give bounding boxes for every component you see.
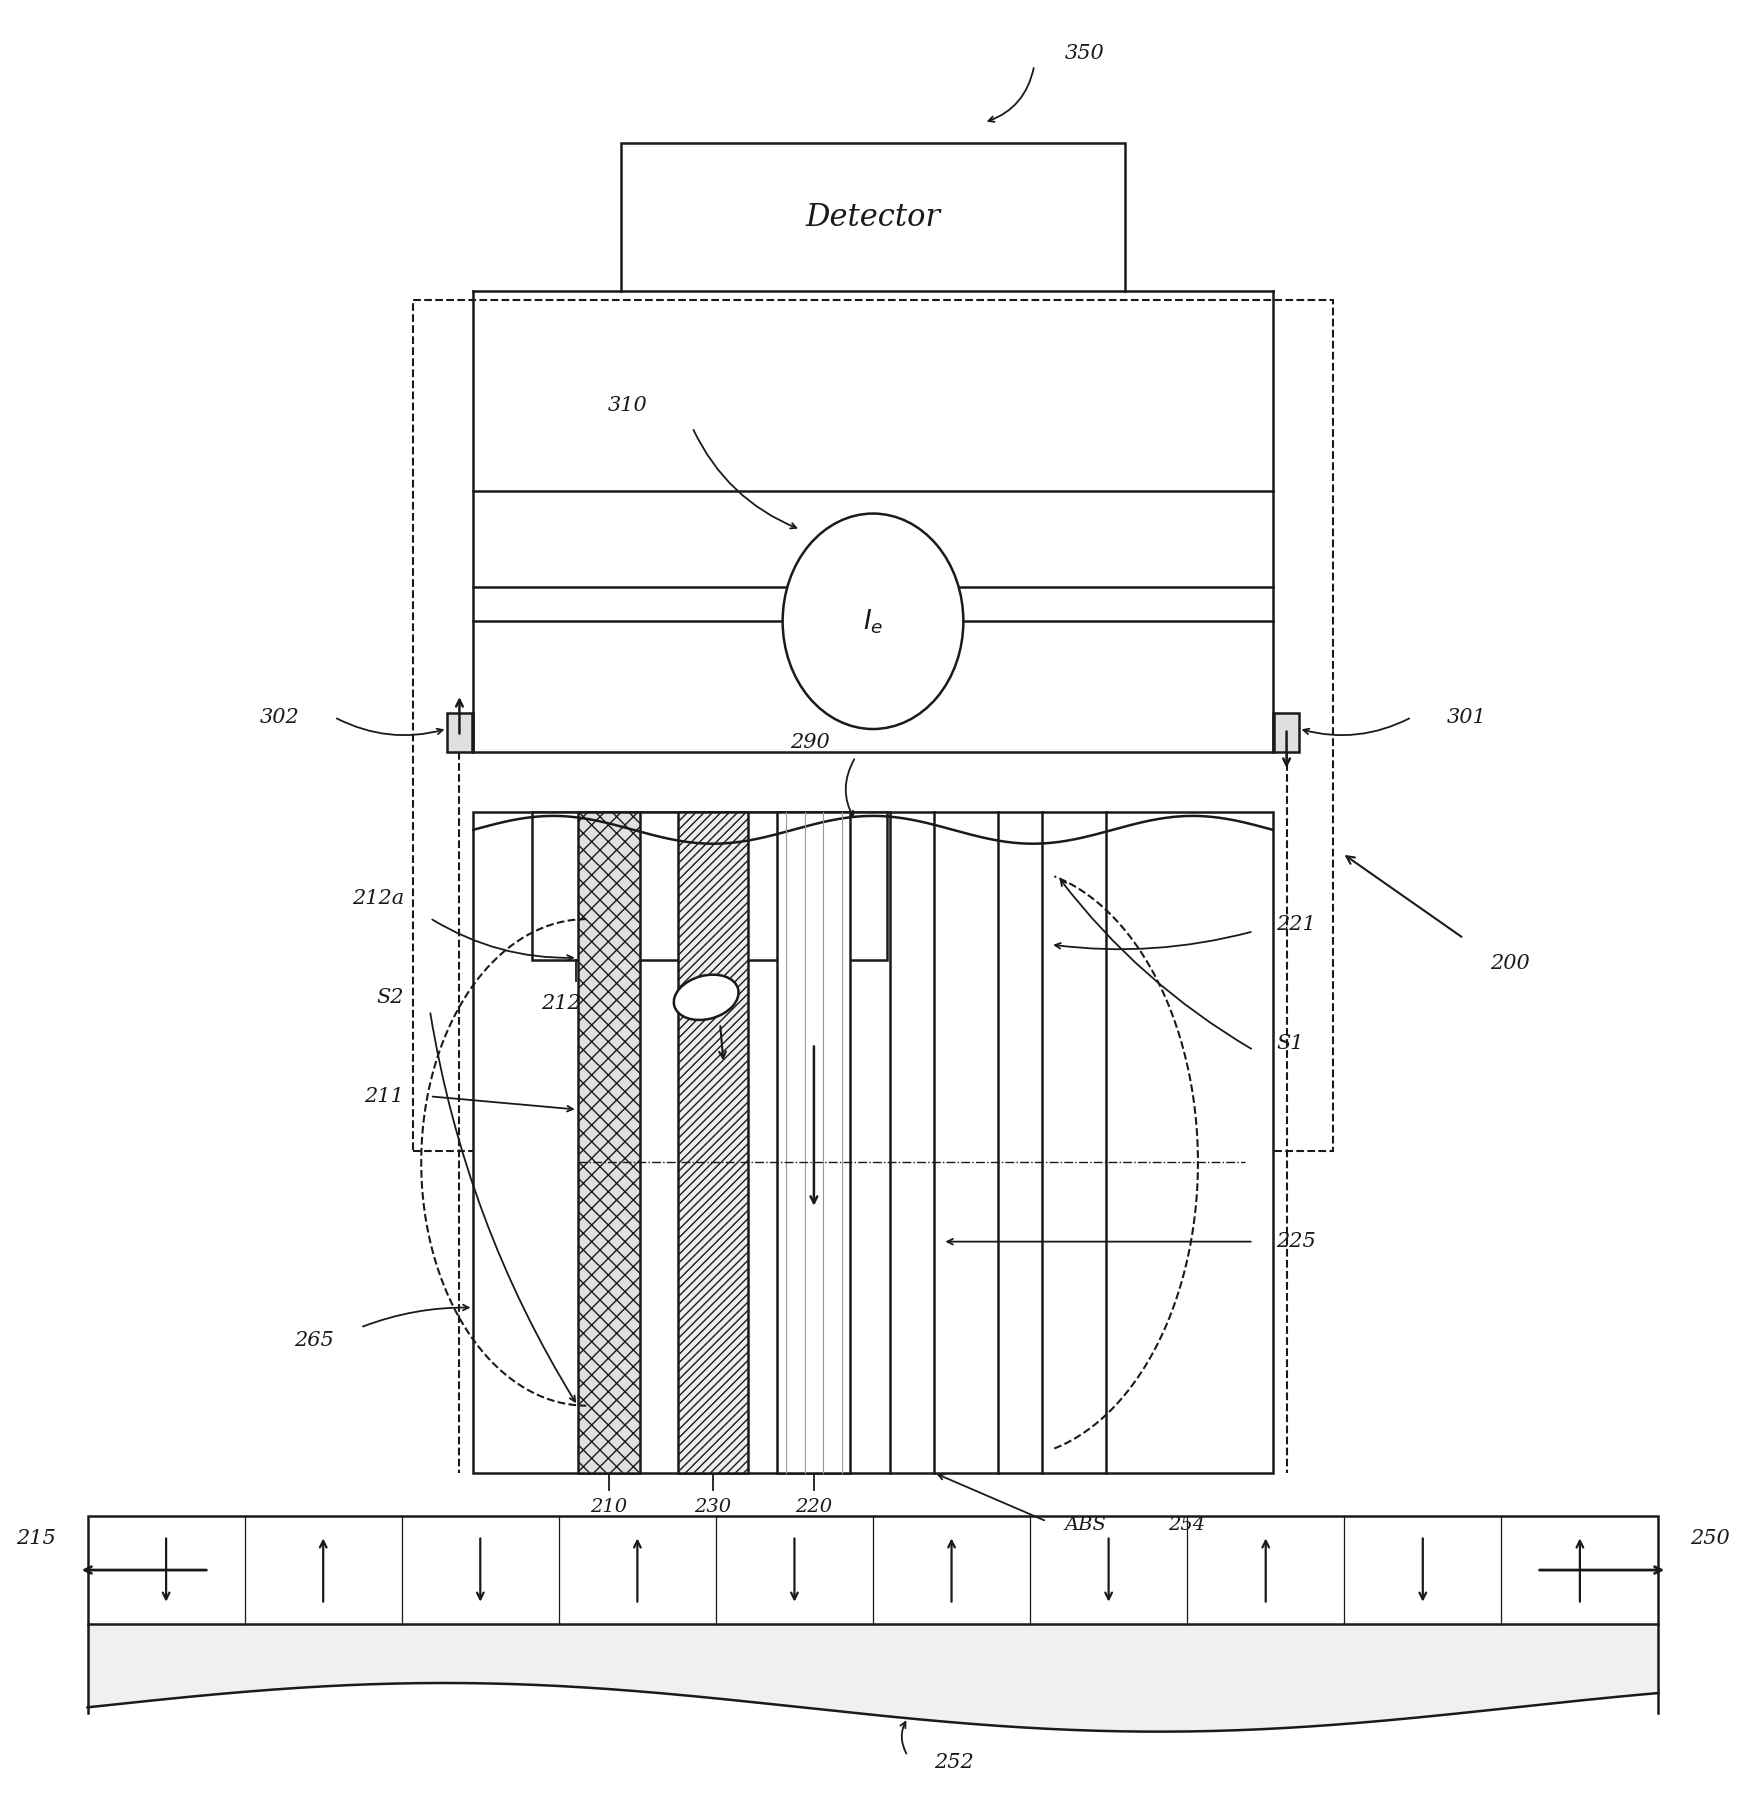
Text: 212a: 212a <box>351 888 403 908</box>
Bar <box>622 143 1124 291</box>
Text: 265: 265 <box>295 1331 333 1349</box>
Text: S1: S1 <box>1276 1033 1304 1053</box>
Text: S2: S2 <box>377 988 403 1006</box>
Text: 200: 200 <box>1489 955 1529 973</box>
Text: 212: 212 <box>541 993 581 1013</box>
Bar <box>87 1516 1659 1624</box>
Text: 350: 350 <box>1065 44 1103 62</box>
Text: 301: 301 <box>1446 708 1486 726</box>
Text: 220: 220 <box>796 1498 833 1516</box>
Text: 310: 310 <box>608 396 648 416</box>
Text: 210: 210 <box>590 1498 627 1516</box>
Text: 225: 225 <box>1276 1231 1316 1251</box>
Bar <box>447 714 471 752</box>
Bar <box>473 490 1273 752</box>
Bar <box>1275 714 1299 752</box>
Text: 250: 250 <box>1690 1529 1730 1549</box>
Text: 252: 252 <box>934 1754 974 1772</box>
Text: $I_e$: $I_e$ <box>863 607 883 636</box>
Text: 302: 302 <box>260 708 300 726</box>
Text: 290: 290 <box>789 734 829 752</box>
Text: Detector: Detector <box>805 202 941 232</box>
Text: 230: 230 <box>695 1498 732 1516</box>
Text: 221: 221 <box>1276 915 1316 933</box>
Bar <box>777 812 850 1473</box>
Ellipse shape <box>782 514 964 728</box>
Text: 211: 211 <box>365 1086 403 1106</box>
Bar <box>473 812 1273 1473</box>
Polygon shape <box>87 1624 1659 1732</box>
Text: ABS: ABS <box>1063 1516 1105 1535</box>
Bar <box>533 812 887 961</box>
Text: 254: 254 <box>1168 1516 1205 1535</box>
Bar <box>679 812 747 1473</box>
Text: 215: 215 <box>16 1529 56 1549</box>
Bar <box>412 300 1334 1151</box>
Bar <box>578 812 641 1473</box>
Ellipse shape <box>674 975 739 1021</box>
